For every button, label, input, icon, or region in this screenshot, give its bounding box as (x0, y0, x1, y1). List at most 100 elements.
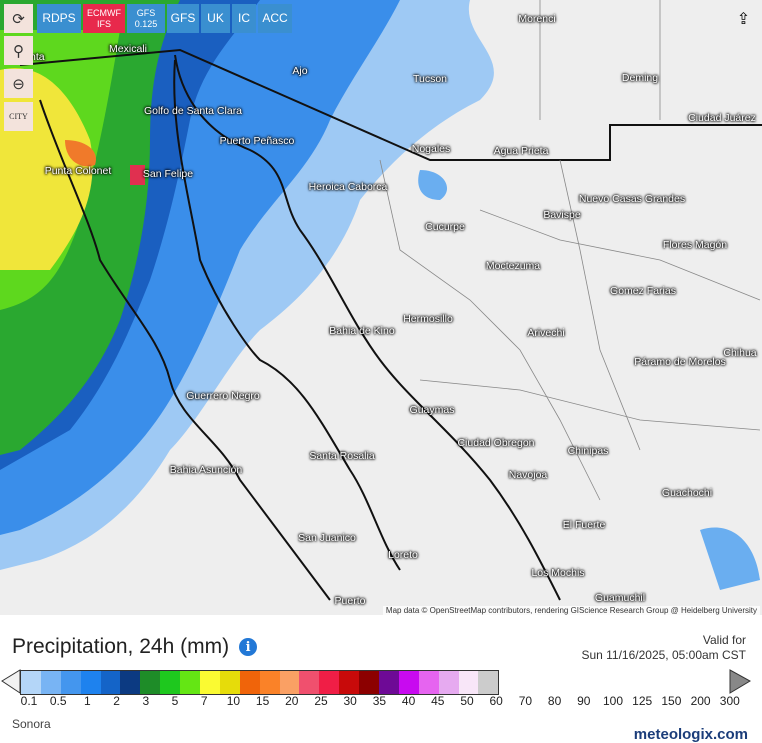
city-label: Páramo de Morelos (634, 356, 726, 368)
scale-swatch (379, 671, 399, 694)
model-button-acc[interactable]: ACC (258, 4, 292, 33)
scale-swatch (299, 671, 320, 694)
city-label: Gomez Farias (610, 285, 676, 297)
coastlines (39, 54, 561, 601)
precipitation-map[interactable]: Morenci Tucson Deming Ciudad Juárez Mexicali… (0, 0, 762, 615)
scale-tick-label: 200 (690, 694, 711, 708)
scale-tick-label: 125 (632, 694, 653, 708)
scale-swatch (319, 671, 340, 694)
scale-tick-label: 90 (577, 694, 591, 708)
scale-tick-label: 10 (226, 694, 241, 708)
city-label: Tucson (412, 73, 448, 85)
city-label: Ciudad Obregon (457, 437, 535, 449)
scale-arrow-right (729, 669, 752, 694)
city-label: Puerto (334, 595, 366, 607)
scale-swatch (458, 671, 479, 694)
scale-tick-label: 300 (719, 694, 740, 708)
city-label: Los Mochis (531, 567, 585, 579)
city-label: Punta Colonet (44, 165, 112, 177)
scale-swatch (21, 671, 41, 694)
city-label: Hermosillo (403, 313, 453, 325)
scale-swatch (418, 671, 439, 694)
scale-swatch (339, 671, 360, 694)
region-name: Sonora (12, 717, 51, 731)
city-label: Guachochi (661, 487, 713, 499)
scale-tick-label: 15 (255, 694, 270, 708)
share-icon[interactable]: ⇪ (729, 4, 758, 33)
scale-swatch (100, 671, 121, 694)
map-layer (0, 0, 762, 601)
city-label: Nogales (411, 143, 451, 155)
scale-swatch (80, 671, 101, 694)
scale-tick-label: 40 (401, 694, 416, 708)
city-toggle-icon[interactable]: CITY (4, 102, 33, 131)
city-toggle-label: CITY (9, 112, 28, 121)
scale-tick-label: 1 (84, 694, 91, 708)
info-icon[interactable]: i (239, 638, 258, 656)
scale-swatch (279, 671, 300, 694)
location-pin-icon[interactable]: ⚲ (4, 36, 33, 65)
model-button-gfs-0125[interactable]: GFS 0.125 (127, 4, 165, 33)
scale-swatch (60, 671, 81, 694)
scale-tick-label: 3 (142, 694, 150, 708)
model-button-gfs[interactable]: GFS (167, 4, 199, 33)
scale-tick-label: 0.1 (20, 694, 38, 708)
city-label: Heroica Caborca (308, 181, 388, 193)
model-selector: RDPS ECMWF IFS GFS 0.125 GFS UK IC ACC (37, 4, 292, 33)
model-button-uk[interactable]: UK (201, 4, 230, 33)
valid-time-block: Valid for Sun 11/16/2025, 05:00am CST (581, 633, 746, 663)
city-label: Loreto (388, 549, 418, 561)
model-button-ic[interactable]: IC (232, 4, 256, 33)
city-label: Ciudad Juárez (688, 112, 756, 124)
valid-label: Valid for (702, 633, 746, 647)
scale-ticks: 0.1 0.5 1 2 3 5 7 10 15 20 25 30 35 40 45 50 60 70 80 90 100… (0, 694, 762, 710)
city-label: San Juanico (298, 532, 356, 544)
city-label: Guamuchil (594, 592, 646, 604)
city-label: Bahia de Kino (329, 325, 395, 337)
model-button-ecmwf-ifs[interactable]: ECMWF IFS (83, 4, 125, 33)
legend-title: Precipitation, 24h (mm) (12, 635, 230, 658)
scale-swatch (478, 671, 499, 694)
city-label: Cucurpe (425, 221, 465, 233)
scale-swatch (120, 671, 141, 694)
city-label: Chihua (723, 347, 757, 359)
city-label: Guaymas (409, 404, 455, 416)
scale-swatch (180, 671, 201, 694)
scale-tick-label: 100 (602, 694, 624, 708)
model-button-rdps[interactable]: RDPS (37, 4, 81, 33)
scale-tick-label: 2 (113, 694, 120, 708)
city-label: Bavispe (543, 209, 581, 221)
scale-tick-label: 5 (171, 694, 179, 708)
city-label: Morenci (518, 13, 556, 25)
scale-swatch (40, 671, 61, 694)
scale-tick-label: 45 (431, 694, 445, 708)
scale-swatch (160, 671, 181, 694)
precip-red (130, 165, 145, 185)
city-label: Ajo (292, 65, 308, 77)
scale-tick-label: 70 (518, 694, 533, 708)
city-label: Golfo de Santa Clara (143, 105, 243, 117)
city-label: Moctezuma (485, 260, 541, 272)
valid-time: Sun 11/16/2025, 05:00am CST (581, 648, 746, 662)
refresh-icon[interactable]: ⟳ (4, 4, 33, 33)
city-label: Bahia Asunción (169, 464, 243, 476)
brand-logo[interactable]: meteologix.com (633, 726, 748, 743)
scale-swatch (438, 671, 459, 694)
city-label: Arivechi (527, 327, 565, 339)
scale-tick-label: 25 (314, 694, 328, 708)
scale-tick-label: 80 (547, 694, 562, 708)
city-label: Puerto Peñasco (219, 135, 295, 147)
borders (19, 48, 762, 161)
scale-swatch (359, 671, 380, 694)
city-label: Agua Prieta (493, 145, 549, 157)
city-label: El Fuerte (562, 519, 606, 531)
map-attribution[interactable]: Map data © OpenStreetMap contributors, r… (382, 606, 760, 615)
city-label: Guerrero Negro (186, 390, 260, 402)
scale-swatch (200, 671, 220, 694)
city-label: Mexicali (109, 43, 147, 55)
zoom-out-icon[interactable]: ⊖ (4, 69, 33, 98)
scale-tick-label: 0.5 (49, 694, 67, 708)
scale-swatch (398, 671, 419, 694)
city-label: Navojoa (508, 469, 548, 481)
city-label: nta (30, 51, 45, 63)
